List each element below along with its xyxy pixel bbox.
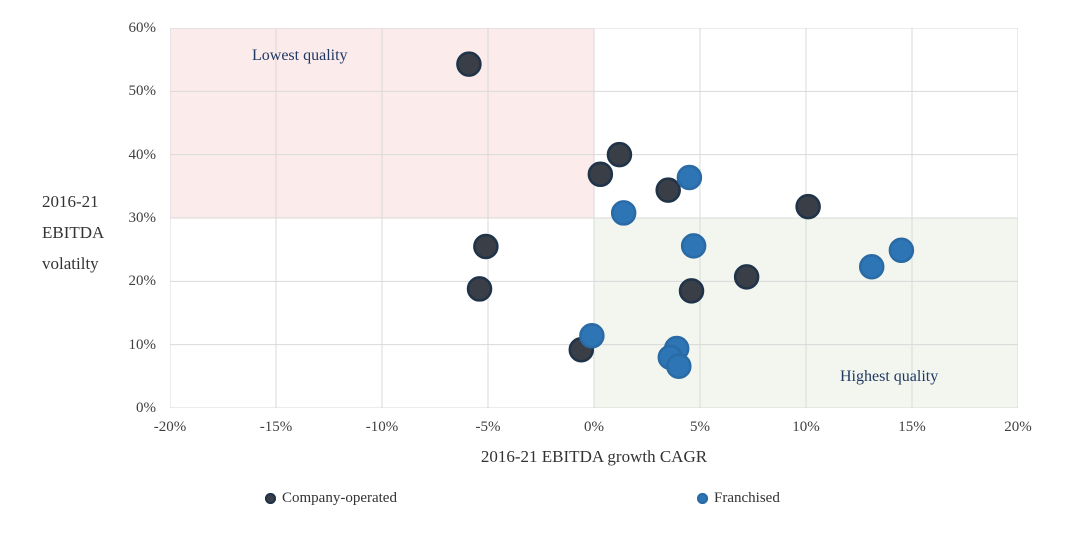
- x-tick-label: -5%: [475, 419, 501, 435]
- data-point-franchised: [676, 164, 703, 191]
- x-tick-label: 0%: [584, 419, 604, 435]
- x-axis-title: 2016-21 EBITDA growth CAGR: [480, 447, 708, 466]
- x-tick-label: -15%: [259, 419, 293, 435]
- x-tick-label: -20%: [153, 419, 187, 435]
- data-point-company-operated: [678, 278, 705, 304]
- plot-area: Lowest quality Highest quality: [170, 28, 1018, 408]
- y-tick-label: 0%: [136, 400, 156, 416]
- plot-canvas: [170, 28, 1018, 408]
- data-point-company-operated: [466, 276, 493, 302]
- y-tick-label: 50%: [128, 83, 157, 100]
- y-tick-label: 30%: [128, 210, 157, 226]
- x-tick-label: 5%: [690, 419, 710, 435]
- y-axis-title-line-1: 2016-21: [42, 192, 99, 211]
- franchised-marker-icon: [697, 493, 708, 504]
- region-label-highest-quality: Highest quality: [840, 368, 939, 385]
- data-point-franchised: [888, 237, 915, 264]
- data-point-company-operated: [655, 177, 681, 203]
- y-axis-title-line-2: EBITDA: [42, 223, 105, 242]
- y-axis-title-line-3: volatilty: [42, 254, 99, 273]
- company-operated-marker-icon: [265, 493, 276, 504]
- x-tick-label: -10%: [365, 419, 399, 435]
- region-label-lowest-quality: Lowest quality: [252, 47, 348, 64]
- data-point-company-operated: [456, 51, 482, 77]
- legend-label-company-operated: Company-operated: [282, 490, 397, 506]
- x-tick-label: 10%: [792, 419, 820, 435]
- data-point-franchised: [666, 353, 692, 379]
- y-tick-label: 60%: [128, 20, 157, 36]
- data-point-company-operated: [795, 193, 821, 220]
- data-point-franchised: [610, 200, 637, 226]
- y-tick-label: 10%: [128, 336, 157, 353]
- data-point-company-operated: [587, 161, 614, 188]
- y-tick-label: 40%: [128, 146, 157, 163]
- x-tick-label: 15%: [898, 419, 926, 435]
- legend-item-company-operated: Company-operated: [265, 490, 397, 507]
- data-point-franchised: [680, 233, 707, 259]
- data-point-company-operated: [606, 141, 633, 168]
- data-point-franchised: [858, 254, 885, 280]
- legend-item-franchised: Franchised: [697, 490, 780, 507]
- data-point-company-operated: [473, 233, 499, 260]
- x-tick-label: 20%: [1004, 419, 1032, 435]
- y-axis-title: 2016-21 EBITDA volatilty: [42, 186, 104, 279]
- data-point-company-operated: [733, 264, 760, 290]
- y-tick-label: 20%: [128, 273, 157, 290]
- legend-label-franchised: Franchised: [714, 490, 780, 506]
- data-point-franchised: [579, 323, 605, 349]
